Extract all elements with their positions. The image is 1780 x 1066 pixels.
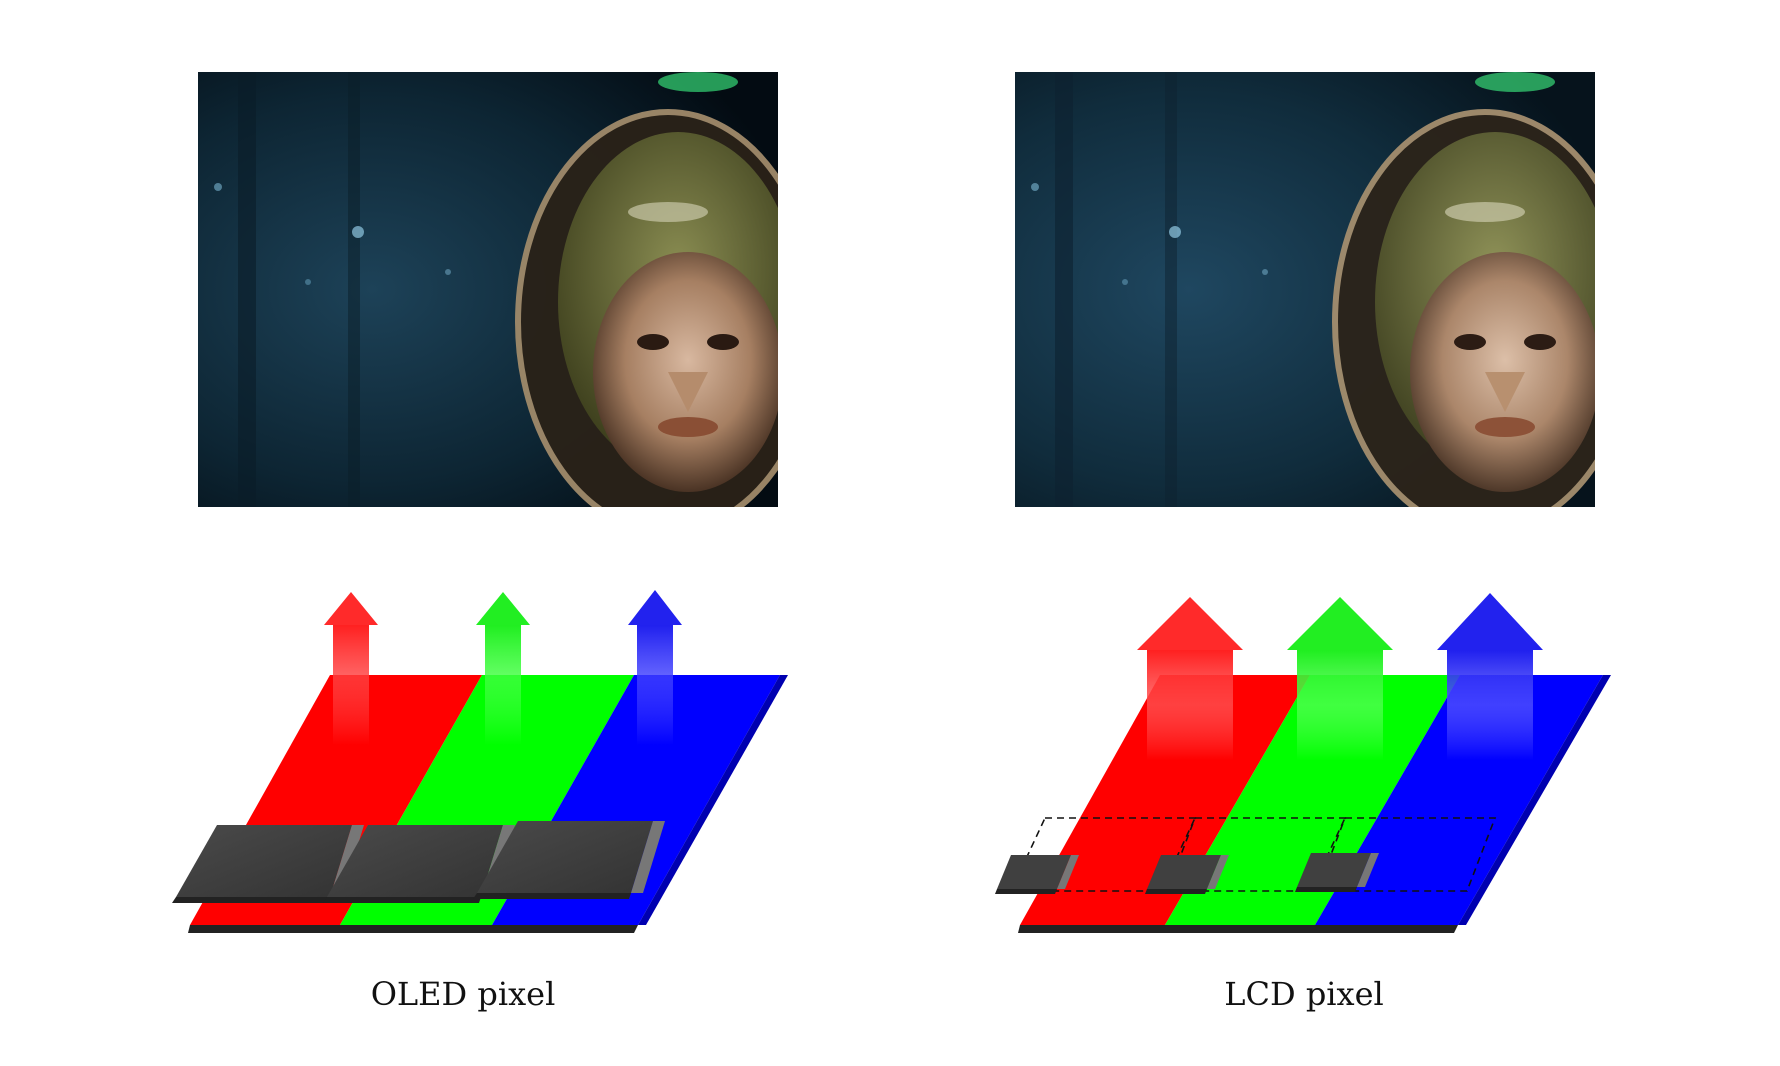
lcd-red-subpixel (1020, 675, 1310, 925)
lcd-emitter-red (995, 855, 1079, 894)
lcd-caption: LCD pixel (1224, 975, 1384, 1013)
lcd-green-light-arrow (1287, 597, 1393, 760)
lcd-pixel-diagram (985, 585, 1635, 935)
oled-emitter-blue (473, 821, 665, 899)
oled-example-photo (198, 72, 778, 507)
oled-red-light-arrow (324, 592, 378, 745)
oled-pixel-diagram (170, 585, 820, 935)
oled-blue-light-arrow (628, 590, 682, 745)
lcd-blue-light-arrow (1437, 593, 1543, 760)
lcd-green-subpixel (1165, 675, 1460, 925)
lcd-red-light-arrow (1137, 597, 1243, 760)
oled-caption: OLED pixel (370, 975, 556, 1013)
oled-emitter-red (172, 825, 364, 903)
oled-green-light-arrow (476, 592, 530, 745)
lcd-emitter-blue (1295, 853, 1379, 892)
lcd-emitter-green (1145, 855, 1229, 894)
lcd-example-photo (1015, 72, 1595, 507)
